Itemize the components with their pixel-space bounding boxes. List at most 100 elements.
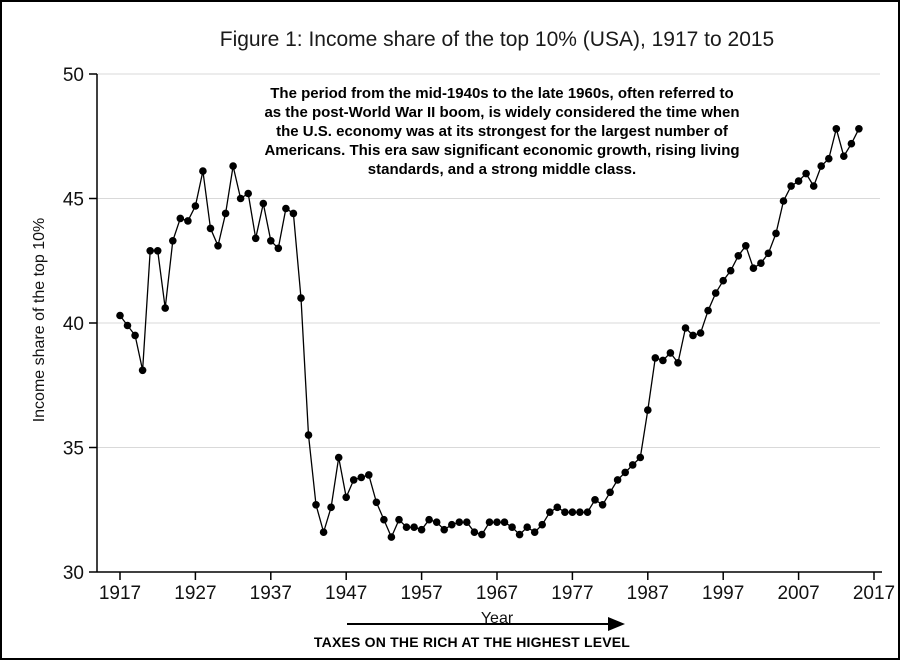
data-point — [674, 359, 682, 367]
data-point — [628, 461, 637, 469]
data-point — [169, 237, 177, 245]
data-point — [455, 518, 464, 526]
data-point — [613, 476, 622, 484]
data-point — [259, 199, 268, 208]
data-point — [349, 476, 358, 484]
data-point — [493, 518, 501, 526]
data-point — [176, 214, 185, 223]
y-axis-title: Income share of the top 10% — [31, 217, 48, 423]
y-tick-label: 40 — [63, 314, 84, 335]
data-point — [734, 252, 743, 260]
data-point — [726, 266, 735, 275]
data-point — [817, 162, 825, 170]
data-point — [500, 518, 509, 526]
data-point — [764, 249, 773, 258]
data-point — [289, 209, 298, 218]
data-point — [644, 406, 652, 414]
x-tick-label: 1987 — [627, 583, 669, 604]
data-point — [478, 530, 486, 539]
y-tick-label: 30 — [63, 563, 84, 584]
data-point — [440, 525, 449, 534]
data-point — [184, 217, 192, 225]
data-point — [206, 224, 215, 233]
data-point — [380, 515, 388, 524]
arrow-label: TAXES ON THE RICH AT THE HIGHEST LEVEL — [313, 634, 631, 650]
data-point — [719, 276, 727, 285]
data-point — [832, 125, 841, 133]
x-tick-label: 2007 — [777, 583, 819, 604]
data-point — [395, 515, 403, 524]
x-tick-label: 1937 — [250, 583, 292, 604]
data-point — [621, 468, 629, 477]
data-point — [749, 264, 758, 273]
data-point — [704, 306, 712, 315]
data-point — [342, 493, 351, 502]
data-point — [282, 204, 290, 213]
data-point — [568, 508, 577, 516]
x-tick-label: 2017 — [853, 583, 895, 604]
data-point — [470, 528, 479, 536]
data-point — [448, 520, 456, 529]
data-point — [538, 520, 546, 529]
data-point — [809, 182, 818, 190]
data-point — [463, 518, 471, 526]
data-point — [357, 473, 366, 482]
data-point — [515, 530, 524, 539]
data-point — [229, 162, 237, 170]
data-point — [742, 242, 750, 250]
data-point — [417, 525, 426, 534]
data-point — [772, 229, 780, 238]
data-point — [312, 501, 320, 509]
data-point — [214, 242, 222, 250]
annotation-text: The period from the mid-1940s to the lat… — [264, 85, 740, 178]
data-point — [855, 125, 863, 133]
data-point — [146, 247, 154, 255]
data-point — [116, 311, 124, 320]
y-tick-label: 45 — [63, 190, 84, 211]
data-point — [561, 508, 569, 516]
data-point — [598, 501, 607, 509]
data-point — [553, 503, 562, 512]
data-point — [840, 152, 848, 160]
x-tick-label: 1967 — [476, 583, 518, 604]
x-tick-label: 1997 — [702, 583, 744, 604]
x-tick-label: 1957 — [400, 583, 442, 604]
data-point — [191, 202, 200, 210]
data-point — [425, 515, 433, 524]
data-point — [802, 169, 810, 178]
data-point — [711, 289, 720, 297]
data-point — [161, 304, 169, 312]
data-point — [153, 247, 162, 255]
data-point — [221, 209, 230, 218]
data-point — [432, 518, 441, 526]
data-point — [591, 496, 599, 504]
data-point — [297, 294, 305, 302]
data-point — [410, 523, 418, 531]
data-point — [123, 321, 132, 330]
data-point — [334, 453, 343, 462]
data-point — [530, 528, 539, 536]
x-axis-title: Year — [480, 610, 514, 627]
data-point — [402, 523, 411, 531]
y-tick-label: 50 — [63, 65, 84, 86]
data-point — [319, 528, 328, 536]
x-tick-label: 1927 — [174, 583, 216, 604]
data-point — [651, 354, 660, 362]
data-point — [696, 329, 705, 337]
data-point — [372, 498, 381, 507]
y-tick-label: 35 — [63, 439, 84, 460]
data-point — [546, 508, 554, 516]
x-tick-label: 1977 — [551, 583, 593, 604]
data-point — [794, 177, 803, 185]
data-point — [508, 523, 516, 531]
data-point — [757, 259, 765, 268]
data-point — [636, 453, 645, 462]
data-point — [576, 508, 584, 516]
data-point — [606, 488, 614, 497]
data-point — [387, 533, 396, 541]
data-point — [666, 349, 675, 357]
chart-title: Figure 1: Income share of the top 10% (U… — [219, 28, 775, 51]
data-point — [251, 234, 260, 243]
